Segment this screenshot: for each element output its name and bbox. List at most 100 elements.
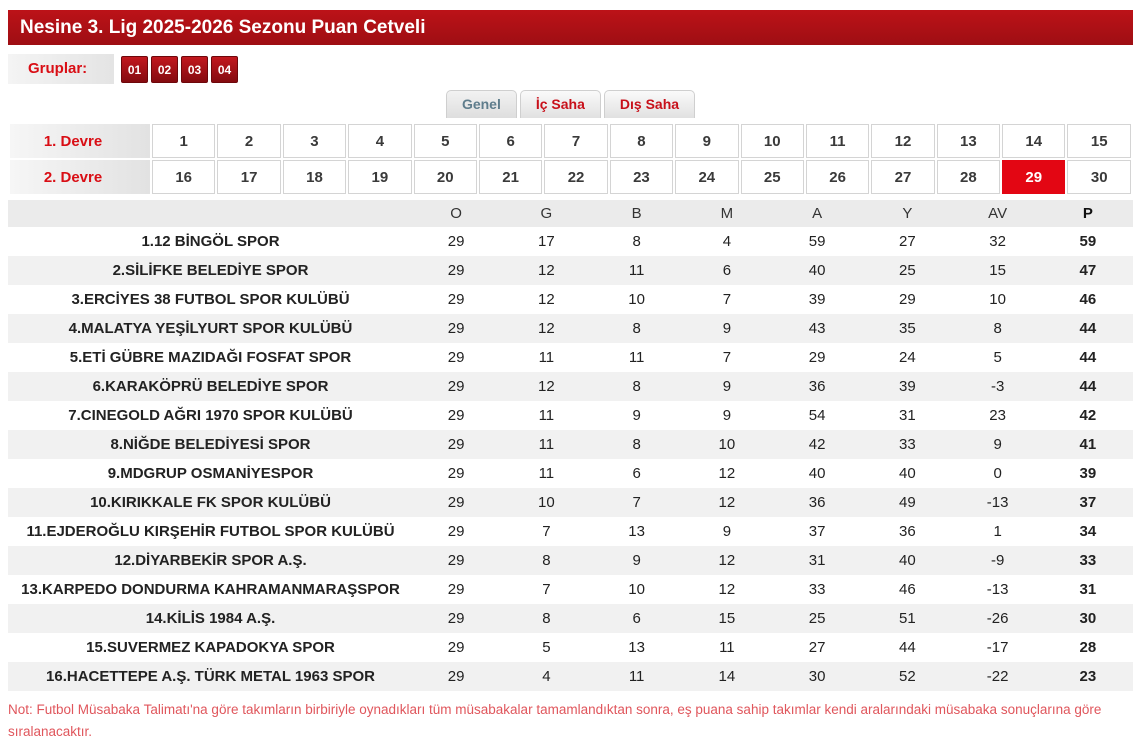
team-name: 4.MALATYA YEŞİLYURT SPOR KULÜBÜ <box>68 320 353 337</box>
week-24[interactable]: 24 <box>675 160 739 194</box>
week-8[interactable]: 8 <box>609 124 674 158</box>
team-name: 13.KARPEDO DONDURMA KAHRAMANMARAŞSPOR <box>21 581 400 598</box>
stat-g: 12 <box>538 378 555 395</box>
column-header-m: M <box>681 200 772 227</box>
stat-m: 12 <box>718 465 736 482</box>
week-5[interactable]: 5 <box>413 124 477 158</box>
table-row: 11.EJDEROĞLU KIRŞEHİR FUTBOL SPOR KULÜBÜ… <box>8 517 1133 546</box>
week-14[interactable]: 14 <box>1002 124 1066 158</box>
group-button-03[interactable]: 03 <box>181 55 208 83</box>
week-28[interactable]: 28 <box>936 160 1001 194</box>
team-name: 3.ERCİYES 38 FUTBOL SPOR KULÜBÜ <box>71 291 350 308</box>
week-16[interactable]: 16 <box>152 160 216 194</box>
stat-av: 10 <box>989 291 1006 308</box>
week-23[interactable]: 23 <box>609 160 674 194</box>
stat-o: 29 <box>447 407 465 424</box>
table-row: 12.DİYARBEKİR SPOR A.Ş. 29 8 9 12 31 40 -9 33 <box>8 546 1133 575</box>
week-11[interactable]: 11 <box>805 124 870 158</box>
column-header-p: P <box>1042 200 1133 227</box>
stat-y: 35 <box>899 320 916 337</box>
week-15[interactable]: 15 <box>1067 124 1131 158</box>
week-3[interactable]: 3 <box>282 124 347 158</box>
stat-av: -17 <box>986 639 1009 656</box>
stat-y: 49 <box>899 494 916 511</box>
stat-y: 24 <box>899 349 916 366</box>
stat-o: 29 <box>447 581 465 598</box>
stat-y: 27 <box>899 233 916 250</box>
week-2[interactable]: 2 <box>217 124 281 158</box>
week-20[interactable]: 20 <box>413 160 477 194</box>
week-row-round2: 2. Devre 16 17 18 19 20 21 22 23 24 25 26 27 28 29 30 <box>10 160 1131 194</box>
stat-g: 8 <box>542 610 551 627</box>
tab-genel[interactable]: Genel <box>445 90 517 118</box>
stat-y: 39 <box>899 378 916 395</box>
group-button-02[interactable]: 02 <box>151 55 178 83</box>
tab-dış-saha[interactable]: Dış Saha <box>603 90 696 118</box>
stat-o: 29 <box>447 494 465 511</box>
stat-av: 23 <box>989 407 1006 424</box>
week-19[interactable]: 19 <box>348 160 412 194</box>
group-button-04[interactable]: 04 <box>211 55 238 83</box>
week-25[interactable]: 25 <box>740 160 804 194</box>
stat-av: -22 <box>986 668 1009 685</box>
standings-header-row: O G B M A Y AV P <box>8 200 1133 227</box>
week-row-round1: 1. Devre 1 2 3 4 5 6 7 8 9 10 11 12 13 14 15 <box>10 124 1131 158</box>
team-name: 11.EJDEROĞLU KIRŞEHİR FUTBOL SPOR KULÜBÜ <box>26 523 395 540</box>
week-10[interactable]: 10 <box>740 124 804 158</box>
stat-p: 33 <box>1079 552 1097 569</box>
stat-y: 31 <box>899 407 916 424</box>
stat-m: 11 <box>719 639 735 656</box>
week-12[interactable]: 12 <box>871 124 935 158</box>
stat-a: 39 <box>808 291 826 308</box>
tab-i̇ç-saha[interactable]: İç Saha <box>519 90 601 118</box>
stat-p: 44 <box>1079 320 1097 337</box>
stat-y: 36 <box>899 523 916 540</box>
stat-g: 11 <box>538 436 555 453</box>
stat-av: -13 <box>986 494 1009 511</box>
week-9[interactable]: 9 <box>675 124 739 158</box>
stat-a: 30 <box>808 668 826 685</box>
week-18[interactable]: 18 <box>282 160 347 194</box>
stat-a: 27 <box>808 639 826 656</box>
stat-a: 37 <box>808 523 826 540</box>
team-name: 15.SUVERMEZ KAPADOKYA SPOR <box>86 639 335 656</box>
group-button-01[interactable]: 01 <box>121 55 148 83</box>
standings-header: O G B M A Y AV P <box>8 200 1133 227</box>
stat-m: 12 <box>718 552 736 569</box>
footnote: Not: Futbol Müsabaka Talimatı'na göre ta… <box>8 702 1102 740</box>
week-21[interactable]: 21 <box>478 160 543 194</box>
week-22[interactable]: 22 <box>544 160 608 194</box>
stat-av: -26 <box>986 610 1009 627</box>
week-17[interactable]: 17 <box>217 160 281 194</box>
table-row: 7.CINEGOLD AĞRI 1970 SPOR KULÜBÜ 29 11 9 9 54… <box>8 401 1133 430</box>
week-29[interactable]: 29 <box>1002 160 1066 194</box>
table-row: 5.ETİ GÜBRE MAZIDAĞI FOSFAT SPOR 29 11 11 7 2… <box>8 343 1133 372</box>
stat-g: 12 <box>538 320 555 337</box>
week-13[interactable]: 13 <box>936 124 1001 158</box>
column-header-a: A <box>772 200 863 227</box>
stat-p: 59 <box>1079 233 1097 250</box>
stat-p: 42 <box>1079 407 1097 424</box>
week-26[interactable]: 26 <box>805 160 870 194</box>
stat-y: 33 <box>899 436 916 453</box>
week-6[interactable]: 6 <box>478 124 543 158</box>
stat-g: 11 <box>538 407 555 424</box>
table-row: 16.HACETTEPE A.Ş. TÜRK METAL 1963 SPOR 29… <box>8 662 1133 691</box>
stat-b: 7 <box>632 494 641 511</box>
team-name: 9.MDGRUP OSMANİYESPOR <box>107 465 314 482</box>
stat-p: 46 <box>1079 291 1097 308</box>
week-4[interactable]: 4 <box>348 124 412 158</box>
page-title: Nesine 3. Lig 2025-2026 Sezonu Puan Cetv… <box>8 10 1133 45</box>
stat-a: 42 <box>808 436 826 453</box>
stat-m: 9 <box>722 523 732 540</box>
week-30[interactable]: 30 <box>1067 160 1131 194</box>
week-row-label-round1: 1. Devre <box>10 124 150 158</box>
week-7[interactable]: 7 <box>544 124 608 158</box>
stat-m: 15 <box>718 610 736 627</box>
week-27[interactable]: 27 <box>871 160 935 194</box>
stat-y: 40 <box>899 465 916 482</box>
stat-m: 12 <box>718 494 736 511</box>
week-1[interactable]: 1 <box>152 124 216 158</box>
stat-av: 1 <box>993 523 1002 540</box>
stat-b: 6 <box>632 610 641 627</box>
